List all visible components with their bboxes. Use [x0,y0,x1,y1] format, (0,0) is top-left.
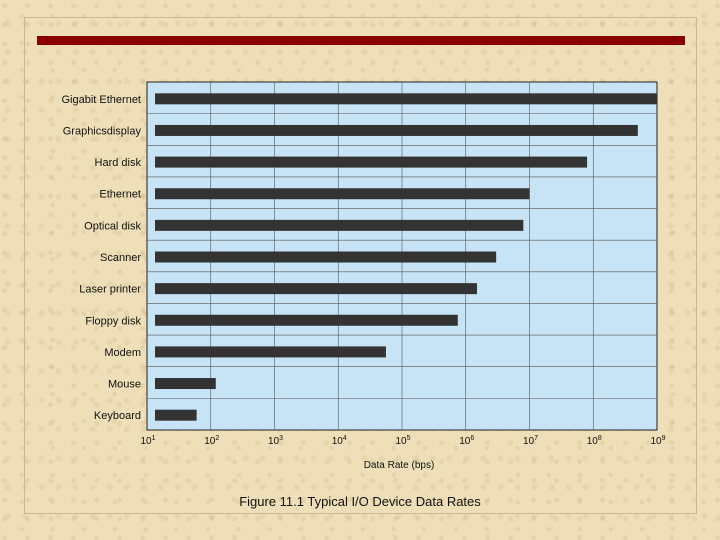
bar-scanner [155,251,497,263]
bar-graphicsdisplay [155,124,638,136]
category-label: Modem [104,347,141,359]
x-tick-label: 103 [268,435,283,447]
category-label: Mouse [108,379,141,391]
bar-keyboard [155,409,197,421]
bar-optical-disk [155,219,524,231]
bar-hard-disk [155,156,588,168]
category-label: Graphicsdisplay [63,125,142,137]
x-tick-label: 106 [459,435,474,447]
category-label: Laser printer [79,284,141,296]
x-tick-label: 108 [587,435,602,447]
x-tick-label: 105 [395,435,410,447]
category-label: Scanner [100,252,141,264]
bar-gigabit-ethernet [155,93,657,105]
category-label: Keyboard [94,410,141,422]
category-label: Gigabit Ethernet [62,94,142,106]
bar-chart: Gigabit Ethernet Graphicsdisplay Hard disk… [62,81,666,471]
category-label: Hard disk [95,157,142,169]
x-tick-label: 107 [523,435,538,447]
slide-frame [24,17,697,514]
title-rule [37,36,685,45]
bar-floppy-disk [155,314,458,326]
x-axis-title: Data Rate (bps) [364,460,435,471]
x-tick-label: 109 [650,435,665,447]
category-label: Floppy disk [85,315,141,327]
bar-ethernet [155,188,530,200]
x-tick-label: 104 [332,435,347,447]
bar-laser-printer [155,283,477,295]
bar-modem [155,346,386,358]
category-label: Optical disk [84,220,141,232]
category-label: Ethernet [99,189,141,201]
x-tick-label: 101 [140,435,155,447]
figure-caption: Figure 11.1 Typical I/O Device Data Rate… [239,494,481,509]
bar-mouse [155,378,216,390]
x-tick-label: 102 [204,435,219,447]
